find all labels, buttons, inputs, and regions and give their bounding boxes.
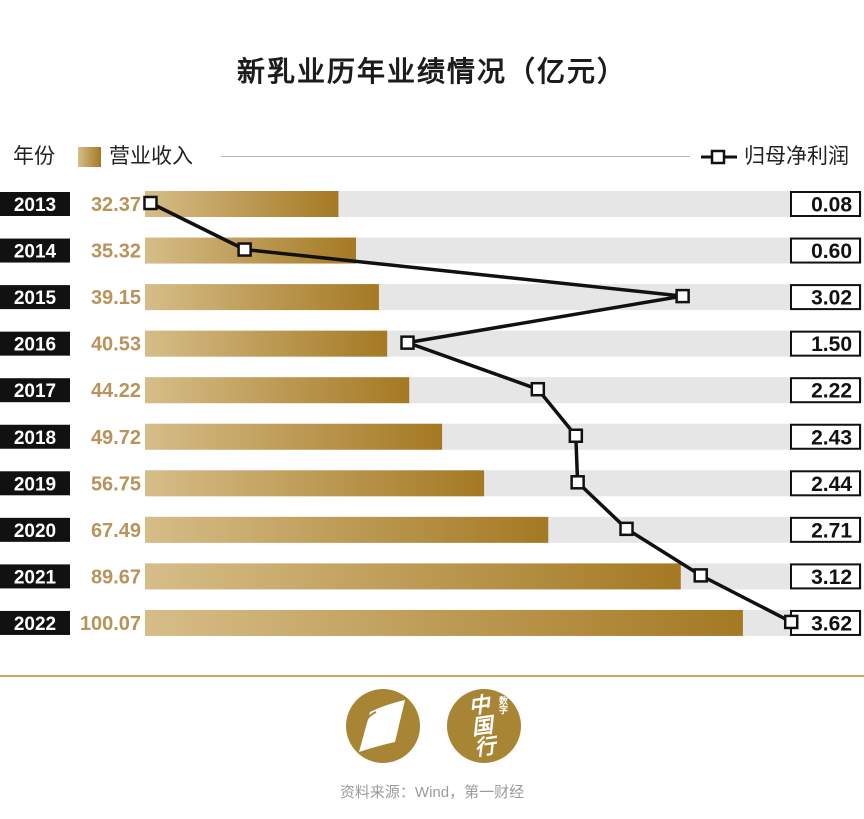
revenue-bar xyxy=(145,609,743,636)
profit-label-box xyxy=(790,470,861,497)
year-label-box xyxy=(0,378,70,403)
profit-marker xyxy=(237,242,252,257)
profit-legend-icon xyxy=(701,149,737,165)
legend-divider-line xyxy=(221,156,690,157)
revenue-data-label: 35.32 xyxy=(91,241,141,263)
chart-row-2015: 2015 39.15 3.02 xyxy=(0,284,862,311)
year-tick-label: 2017 xyxy=(14,381,56,402)
chart-row-2020: 2020 67.49 2.71 xyxy=(0,516,862,543)
logo-main-lettering: 中国行 xyxy=(464,692,499,759)
revenue-bar xyxy=(145,191,339,217)
profit-label-box xyxy=(790,563,861,590)
revenue-data-label: 40.53 xyxy=(91,334,141,356)
revenue-bar xyxy=(145,377,410,404)
profit-legend-label: 归母净利润 xyxy=(744,145,849,168)
year-tick-label: 2014 xyxy=(14,242,57,263)
profit-data-label: 2.43 xyxy=(811,426,852,449)
year-tick-label: 2016 xyxy=(14,335,56,356)
profit-marker xyxy=(675,288,690,304)
year-label-box xyxy=(0,564,70,589)
footer-divider-line xyxy=(0,675,864,677)
profit-data-label: 1.50 xyxy=(811,333,852,356)
chart-title: 新乳业历年业绩情况（亿元） xyxy=(236,56,627,87)
profit-label-box xyxy=(790,423,861,450)
profit-marker xyxy=(400,335,415,350)
profit-label-box xyxy=(790,237,861,264)
revenue-data-label: 56.75 xyxy=(91,473,141,495)
year-tick-label: 2013 xyxy=(14,195,56,216)
profit-marker xyxy=(143,195,158,211)
revenue-data-label: 89.67 xyxy=(91,566,141,588)
calligraphy-seal-logo: 数字 中国行 xyxy=(447,689,521,763)
year-tick-label: 2018 xyxy=(14,428,56,449)
revenue-data-label: 49.72 xyxy=(91,427,141,449)
revenue-legend-label: 营业收入 xyxy=(109,145,193,168)
profit-data-label: 2.22 xyxy=(811,380,852,403)
profit-data-label: 0.08 xyxy=(811,194,852,217)
revenue-bar xyxy=(145,563,681,590)
chart-row-2014: 2014 35.32 0.60 xyxy=(0,237,862,264)
year-label-box xyxy=(0,517,70,542)
revenue-bar xyxy=(145,284,379,311)
chart-row-2022: 2022 100.07 3.62 xyxy=(0,609,862,636)
year-tick-label: 2015 xyxy=(14,288,57,309)
profit-data-label: 2.44 xyxy=(811,473,852,496)
year-label-box xyxy=(0,192,70,216)
year-label-box xyxy=(0,331,70,356)
revenue-data-label: 100.07 xyxy=(80,613,141,635)
profit-data-label: 3.02 xyxy=(811,287,852,310)
revenue-data-label: 32.37 xyxy=(91,194,141,216)
profit-label-box xyxy=(790,284,861,311)
chart-row-2018: 2018 49.72 2.43 xyxy=(0,423,862,450)
revenue-data-label: 39.15 xyxy=(91,287,141,309)
profit-marker xyxy=(693,568,708,583)
year-tick-label: 2022 xyxy=(14,614,56,635)
revenue-bar xyxy=(145,470,485,497)
revenue-data-label: 44.22 xyxy=(91,380,141,402)
profit-marker xyxy=(783,614,799,630)
year-label-box xyxy=(0,610,70,635)
year-column-header: 年份 xyxy=(13,145,55,168)
emblem-logo-icon xyxy=(359,700,405,752)
profit-data-label: 0.60 xyxy=(811,240,852,263)
chart-row-2016: 2016 40.53 1.50 xyxy=(0,330,862,357)
profit-label-box xyxy=(790,377,861,404)
logo-small-lettering: 数字 xyxy=(497,696,507,714)
profit-data-label: 3.62 xyxy=(811,612,852,635)
year-tick-label: 2020 xyxy=(14,521,56,542)
profit-marker xyxy=(568,428,584,443)
year-label-box xyxy=(0,238,70,263)
revenue-bar xyxy=(145,516,549,543)
revenue-bar xyxy=(145,330,388,357)
profit-label-box xyxy=(790,330,861,357)
year-label-box xyxy=(0,471,70,496)
source-note: 资料来源：Wind，第一财经 xyxy=(339,784,525,801)
profit-marker xyxy=(570,475,585,490)
revenue-bar xyxy=(145,423,443,450)
revenue-data-label: 67.49 xyxy=(91,520,141,542)
profit-data-label: 2.71 xyxy=(811,519,852,542)
chart-row-2021: 2021 89.67 3.12 xyxy=(0,563,862,590)
chart-row-2017: 2017 44.22 2.22 xyxy=(0,377,862,404)
year-tick-label: 2019 xyxy=(14,474,56,495)
profit-label-box xyxy=(790,191,861,217)
chart-row-2013: 2013 32.37 0.08 xyxy=(0,191,862,217)
profit-label-box xyxy=(790,516,861,543)
profit-marker xyxy=(530,381,546,397)
profit-data-label: 3.12 xyxy=(811,566,852,589)
year-label-box xyxy=(0,285,70,310)
revenue-legend-swatch xyxy=(78,147,101,167)
profit-line xyxy=(149,201,792,624)
year-tick-label: 2021 xyxy=(14,567,57,588)
year-label-box xyxy=(0,424,70,449)
profit-marker xyxy=(619,521,634,537)
chart-row-2019: 2019 56.75 2.44 xyxy=(0,470,862,497)
emblem-logo xyxy=(346,689,420,763)
